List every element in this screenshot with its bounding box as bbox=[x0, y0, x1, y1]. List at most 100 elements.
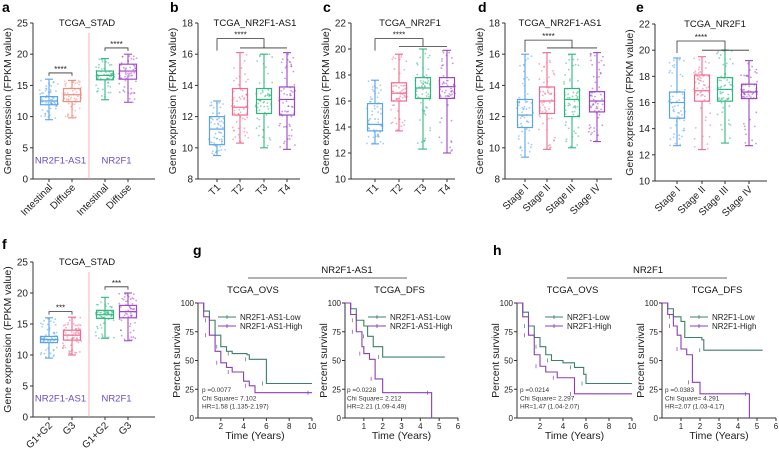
data-point bbox=[403, 94, 406, 97]
data-point bbox=[530, 55, 533, 58]
data-point bbox=[54, 102, 57, 105]
data-point bbox=[281, 71, 284, 74]
data-point bbox=[369, 96, 372, 99]
data-point bbox=[700, 77, 702, 80]
box bbox=[231, 87, 249, 116]
data-point bbox=[246, 131, 248, 134]
data-point bbox=[519, 64, 521, 67]
data-point bbox=[379, 84, 382, 87]
data-point bbox=[722, 106, 725, 109]
data-point bbox=[742, 122, 745, 125]
data-point bbox=[521, 125, 523, 128]
x-tick-label: 4 bbox=[418, 422, 423, 431]
data-point bbox=[589, 139, 592, 142]
data-point bbox=[709, 124, 712, 127]
data-point bbox=[752, 92, 755, 95]
data-point bbox=[64, 83, 66, 86]
data-point bbox=[232, 79, 235, 82]
data-point bbox=[677, 111, 679, 114]
data-point bbox=[522, 77, 525, 80]
data-point bbox=[222, 121, 225, 124]
y-tick-label: 18 bbox=[489, 19, 501, 30]
data-point bbox=[55, 105, 58, 107]
x-tick-label: 5 bbox=[437, 422, 442, 431]
data-point bbox=[213, 123, 216, 125]
data-point bbox=[568, 58, 571, 61]
data-point bbox=[427, 56, 430, 59]
data-point bbox=[376, 96, 379, 99]
data-point bbox=[392, 85, 395, 87]
data-point bbox=[73, 103, 76, 106]
data-point bbox=[530, 146, 532, 148]
data-point bbox=[591, 131, 593, 134]
data-point bbox=[246, 116, 249, 119]
data-point bbox=[527, 57, 529, 60]
data-point bbox=[99, 311, 102, 314]
data-point bbox=[65, 98, 68, 101]
data-point bbox=[671, 64, 674, 67]
data-point bbox=[699, 79, 702, 82]
box bbox=[538, 86, 556, 115]
data-point bbox=[129, 325, 131, 328]
data-point bbox=[553, 73, 556, 76]
data-point bbox=[43, 319, 45, 322]
data-point bbox=[129, 298, 132, 301]
data-point bbox=[593, 127, 596, 129]
data-point bbox=[288, 138, 291, 140]
data-point bbox=[99, 314, 101, 317]
data-point bbox=[721, 128, 723, 131]
data-point bbox=[569, 78, 571, 80]
stat-text: p =0.0214 bbox=[520, 387, 549, 394]
data-point bbox=[701, 87, 704, 90]
data-point bbox=[48, 98, 50, 101]
y-tick-label: 10 bbox=[182, 143, 194, 154]
data-point bbox=[751, 65, 754, 68]
data-point bbox=[244, 118, 246, 121]
data-point bbox=[220, 120, 223, 123]
data-point bbox=[265, 113, 268, 116]
data-point bbox=[95, 66, 97, 69]
data-point bbox=[428, 95, 430, 98]
y-tick-label: 14 bbox=[639, 124, 651, 135]
data-point bbox=[676, 115, 679, 118]
significance-label: **** bbox=[393, 31, 405, 40]
data-point bbox=[697, 93, 699, 96]
data-point bbox=[673, 66, 676, 69]
data-point bbox=[126, 76, 129, 79]
data-point bbox=[548, 108, 550, 110]
data-point bbox=[367, 122, 370, 125]
data-point bbox=[240, 67, 243, 69]
y-tick-label: 16 bbox=[182, 50, 194, 61]
data-point bbox=[131, 303, 134, 305]
data-point bbox=[564, 73, 567, 76]
data-point bbox=[744, 93, 746, 96]
y-tick-label: 20 bbox=[639, 46, 651, 57]
data-point bbox=[224, 148, 227, 151]
data-point bbox=[755, 68, 758, 71]
data-point bbox=[599, 93, 602, 96]
data-point bbox=[53, 332, 56, 335]
data-point bbox=[247, 78, 249, 81]
data-point bbox=[678, 99, 680, 101]
y-tick-label: 0 bbox=[22, 413, 28, 424]
panel-title: TCGA_NR2F1-AS1 bbox=[519, 18, 602, 29]
data-point bbox=[120, 334, 123, 337]
data-point bbox=[548, 101, 551, 104]
data-point bbox=[429, 127, 432, 129]
data-point bbox=[54, 318, 57, 321]
data-point bbox=[132, 58, 135, 61]
group-label: NR2F1 bbox=[101, 394, 131, 405]
data-point bbox=[286, 93, 288, 96]
data-point bbox=[47, 339, 50, 342]
data-point bbox=[69, 352, 72, 355]
data-point bbox=[517, 135, 520, 137]
data-point bbox=[44, 348, 47, 351]
data-point bbox=[403, 68, 406, 71]
data-point bbox=[238, 108, 241, 111]
data-point bbox=[717, 51, 720, 53]
data-point bbox=[589, 105, 592, 108]
data-point bbox=[590, 133, 592, 136]
panel-letter: e bbox=[636, 0, 644, 15]
